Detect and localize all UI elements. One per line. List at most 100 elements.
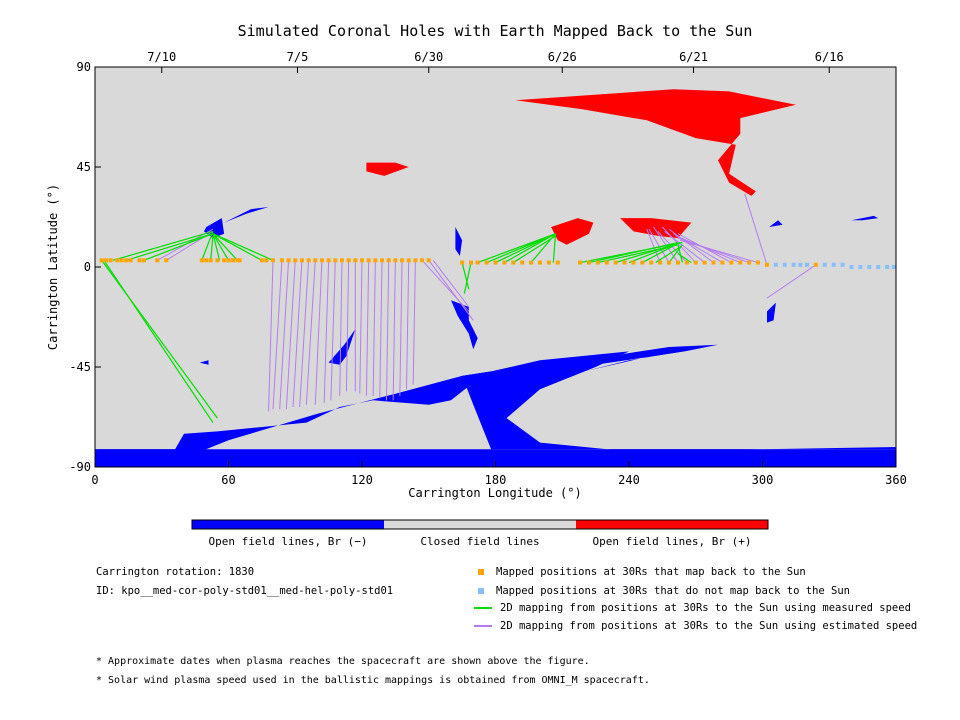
- footnote-speed: * Solar wind plasma speed used in the ba…: [96, 675, 650, 686]
- measured-mapping-line: [655, 246, 681, 264]
- estimated-mapping-line: [646, 229, 661, 263]
- mapped-point-maps-back: [613, 260, 618, 265]
- mapped-point-maps-back: [124, 258, 129, 263]
- mapped-point-maps-back: [729, 260, 734, 265]
- y-tick-label: 90: [77, 60, 91, 74]
- measured-mapping-line: [212, 233, 221, 261]
- mapped-point-maps-back: [326, 258, 331, 263]
- mapped-point-maps-back: [649, 260, 654, 265]
- legend-maps-back: Mapped positions at 30Rs that map back t…: [478, 566, 806, 578]
- mapped-point-maps-back: [400, 258, 405, 263]
- mapped-point-maps-back: [631, 260, 636, 265]
- estimated-mapping-line: [664, 231, 705, 263]
- estimated-mapping-line: [675, 235, 741, 264]
- legend-maps-back-label: Mapped positions at 30Rs that map back t…: [496, 566, 806, 578]
- negative-coronal-hole: [328, 329, 356, 365]
- colorbar-segment: [192, 520, 384, 529]
- model-id-label: ID: kpo__med-cor-poly-std01__med-hel-pol…: [96, 585, 394, 597]
- mapped-point-maps-back: [104, 258, 109, 263]
- measured-mapping-line: [212, 233, 274, 261]
- x-axis-label: Carrington Longitude (°): [408, 486, 581, 500]
- measured-mapping-line: [628, 241, 681, 264]
- mapped-point-maps-back: [460, 260, 465, 265]
- colorbar-segment: [576, 520, 768, 529]
- date-tick-label: 6/21: [679, 50, 708, 64]
- light-blue-square-icon: [478, 588, 484, 594]
- mapped-point-no-map-back: [891, 265, 896, 269]
- estimated-mapping-line: [379, 260, 383, 399]
- measured-mapping-line: [201, 231, 214, 261]
- mapped-point-maps-back: [484, 260, 489, 265]
- estimated-mapping-line: [668, 228, 714, 263]
- colorbar: Open field lines, Br (−) Closed field lin…: [191, 519, 769, 548]
- estimated-mapping-line: [766, 264, 817, 299]
- mapped-point-maps-back: [586, 260, 591, 265]
- estimated-mapping-line: [662, 226, 697, 263]
- mapped-point-maps-back: [204, 258, 209, 263]
- mapped-point-maps-back: [538, 260, 542, 265]
- measured-mapping-line: [512, 235, 556, 264]
- mapped-point-no-map-back: [805, 262, 809, 267]
- mapped-point-no-map-back: [831, 262, 836, 267]
- mapped-point-no-map-back: [791, 262, 796, 267]
- measured-mapping-line: [125, 233, 214, 261]
- x-tick-label: 360: [885, 473, 907, 487]
- date-tick-label: 6/30: [414, 50, 443, 64]
- mapped-point-maps-back: [313, 258, 318, 263]
- mapped-point-maps-back: [578, 260, 583, 265]
- mapped-point-maps-back: [115, 258, 120, 263]
- chart-title: Simulated Coronal Holes with Earth Mappe…: [238, 22, 753, 40]
- mapped-point-maps-back: [469, 260, 474, 265]
- orange-square-icon: [478, 569, 484, 575]
- measured-mapping-line: [530, 233, 557, 263]
- mapped-point-maps-back: [420, 258, 425, 263]
- measured-mapping-line: [588, 241, 679, 264]
- estimated-mapping-line: [279, 260, 290, 410]
- mapped-point-maps-back: [622, 260, 627, 265]
- mapped-point-maps-back: [208, 258, 213, 263]
- colorbar-frame: [191, 519, 769, 530]
- measured-mapping-line: [552, 233, 557, 263]
- negative-coronal-hole: [199, 360, 209, 365]
- mapped-point-maps-back: [406, 258, 411, 263]
- estimated-mapping-line: [339, 260, 343, 396]
- estimated-mapping-line: [399, 260, 403, 396]
- mapped-point-maps-back: [299, 258, 304, 263]
- estimated-mapping-line: [272, 260, 283, 410]
- measured-mapping-line: [504, 233, 556, 264]
- legend-estimated: 2D mapping from positions at 30Rs to the…: [474, 620, 917, 632]
- mapped-point-maps-back: [108, 258, 113, 263]
- estimated-speed-mappings: [157, 193, 817, 412]
- mapped-point-maps-back: [529, 260, 534, 265]
- mapped-point-no-map-back: [885, 265, 890, 269]
- mapped-point-maps-back: [259, 258, 264, 263]
- mapped-point-maps-back: [667, 260, 672, 265]
- measured-mapping-line: [210, 235, 214, 261]
- measured-mapping-line: [212, 233, 263, 261]
- axis-ticks: 0 60 120 180 240 300 360 -90 -45 0 45 90 7/10 7/5 6/30…: [69, 50, 907, 487]
- purple-line-icon: [474, 625, 492, 627]
- mapped-point-maps-back: [595, 260, 600, 265]
- mapped-point-maps-back: [279, 258, 284, 263]
- x-tick-label: 240: [618, 473, 640, 487]
- mapped-point-maps-back: [199, 258, 204, 263]
- mapped-point-no-map-back: [858, 265, 863, 269]
- mapped-point-maps-back: [426, 258, 431, 263]
- measured-speed-mappings: [101, 230, 692, 423]
- negative-coronal-hole: [462, 351, 896, 452]
- negative-coronal-hole: [769, 220, 783, 227]
- legend-measured-label: 2D mapping from positions at 30Rs to the…: [500, 602, 911, 614]
- estimated-mapping-line: [421, 259, 470, 312]
- mapped-point-maps-back: [306, 258, 311, 263]
- measured-mapping-line: [143, 233, 214, 261]
- mapped-point-no-map-back: [840, 262, 845, 267]
- mapped-point-maps-back: [155, 258, 160, 263]
- mapped-point-maps-back: [319, 258, 324, 263]
- negative-coronal-hole: [851, 215, 879, 221]
- estimated-mapping-line: [428, 260, 474, 321]
- legend-estimated-label: 2D mapping from positions at 30Rs to the…: [500, 620, 918, 632]
- measured-mapping-line: [103, 259, 214, 423]
- mapped-point-maps-back: [360, 258, 364, 263]
- measured-mapping-line: [212, 233, 230, 261]
- mapped-point-maps-back: [230, 258, 235, 263]
